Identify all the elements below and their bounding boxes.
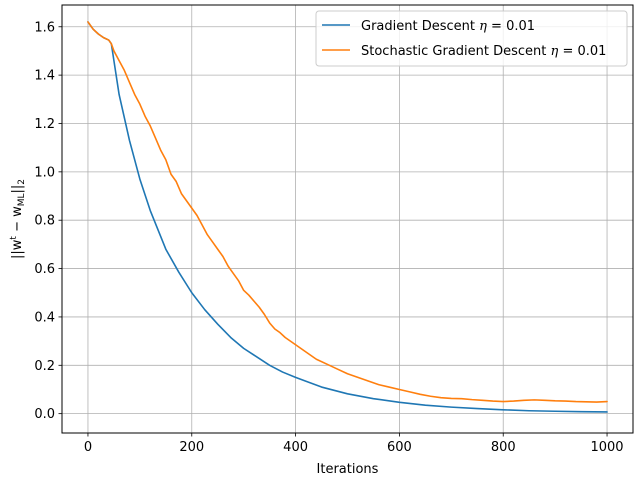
y-tick-label: 0.0 bbox=[34, 407, 55, 422]
y-tick-label: 0.2 bbox=[34, 359, 55, 374]
y-tick-label: 0.4 bbox=[34, 310, 55, 325]
y-tick-label: 0.8 bbox=[34, 214, 55, 229]
series-line-stochastic-gradient-descent bbox=[87, 21, 608, 403]
legend-label-gradient-descent: Gradient Descent η = 0.01 bbox=[361, 19, 535, 34]
x-axis-label: Iterations bbox=[317, 462, 379, 477]
plot-frame bbox=[61, 4, 634, 434]
axis-ticks: 0 200 400 600 800 1000 0.0 0.2 0.4 0.6 0.8 1.0 1.2 1.… bbox=[34, 20, 623, 455]
x-tick-label: 0 bbox=[84, 440, 92, 455]
y-tick-label: 1.6 bbox=[34, 20, 55, 35]
y-tick-label: 1.2 bbox=[34, 117, 55, 132]
y-axis-label: ||wt − wML||2 bbox=[9, 179, 27, 259]
series-group bbox=[87, 21, 608, 413]
legend-label-stochastic-gradient-descent: Stochastic Gradient Descent η = 0.01 bbox=[361, 44, 606, 59]
x-tick-label: 800 bbox=[491, 440, 516, 455]
x-tick-label: 200 bbox=[179, 440, 204, 455]
x-tick-label: 1000 bbox=[590, 440, 623, 455]
x-tick-label: 600 bbox=[387, 440, 412, 455]
legend-box bbox=[315, 10, 628, 67]
y-tick-label: 1.4 bbox=[34, 69, 55, 84]
legend: Gradient Descent η = 0.01 Stochastic Gra… bbox=[315, 10, 628, 67]
x-tick-label: 400 bbox=[283, 440, 308, 455]
y-tick-label: 0.6 bbox=[34, 262, 55, 277]
grid bbox=[62, 5, 633, 433]
series-line-gradient-descent bbox=[87, 21, 608, 413]
y-tick-label: 1.0 bbox=[34, 165, 55, 180]
